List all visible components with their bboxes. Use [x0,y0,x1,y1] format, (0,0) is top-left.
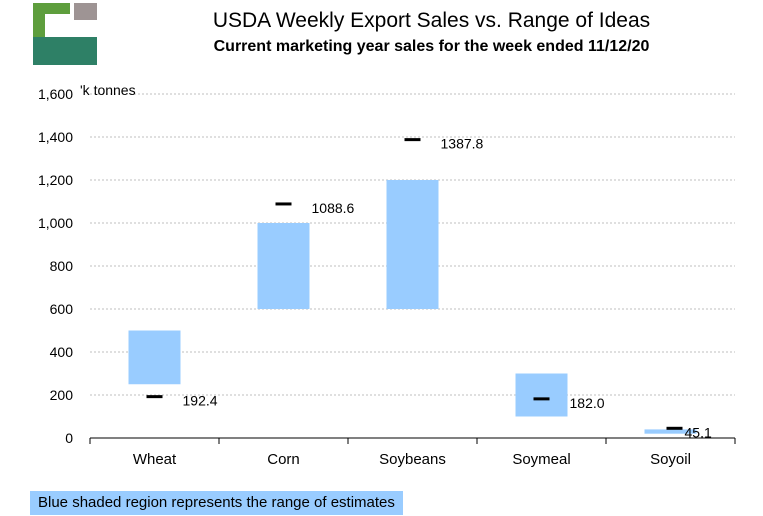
legend-note: Blue shaded region represents the range … [30,491,403,515]
data-label: 1088.6 [312,200,355,216]
y-tick-label: 600 [50,301,74,317]
data-labels: 192.4 1088.6 1387.8 182.0 45.1 [183,136,712,441]
range-bar [386,180,439,309]
x-tick-label: Soyoil [650,451,691,468]
y-tick-label: 0 [65,430,73,446]
x-tick-label: Wheat [133,451,177,468]
data-label: 182.0 [570,395,605,411]
axes: 0 200 400 600 800 1,000 1,200 1,400 1,600 Wheat Co… [38,86,736,468]
y-tick-label: 1,200 [38,172,73,188]
y-tick-label: 200 [50,387,74,403]
y-tick-label: 1,400 [38,129,73,145]
gridlines [90,93,735,396]
range-bar [515,373,568,417]
y-tick-label: 400 [50,344,74,360]
x-tick-label: Corn [267,451,300,468]
y-tick-label: 800 [50,258,74,274]
export-sales-chart: 0 200 400 600 800 1,000 1,200 1,400 1,600 Wheat Co… [38,82,736,468]
y-tick-label: 1,600 [38,86,73,102]
y-axis-label: 'k tonnes [80,82,136,98]
y-tick-label: 1,000 [38,215,73,231]
data-label: 45.1 [685,424,712,440]
data-label: 192.4 [183,393,218,409]
x-tick-label: Soybeans [379,451,446,468]
company-logo-icon [33,3,97,65]
range-bar [257,223,310,309]
range-bars [128,180,697,434]
range-bar [128,330,181,385]
data-label: 1387.8 [441,136,484,152]
chart-title: USDA Weekly Export Sales vs. Range of Id… [212,9,651,32]
range-bar [644,429,697,434]
x-tick-label: Soymeal [512,451,570,468]
actual-markers [146,138,683,430]
chart-subtitle: Current marketing year sales for the wee… [213,38,650,55]
